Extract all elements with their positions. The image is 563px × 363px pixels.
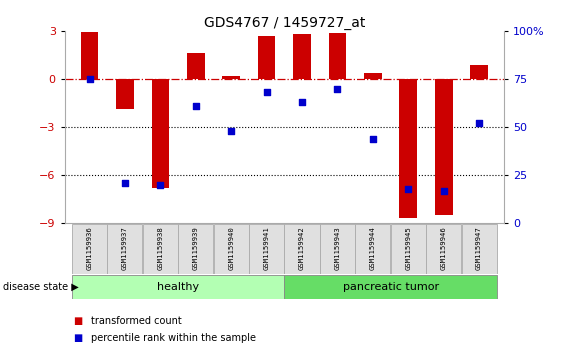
Text: transformed count: transformed count bbox=[91, 316, 182, 326]
Text: GSM1159939: GSM1159939 bbox=[193, 226, 199, 269]
Text: disease state ▶: disease state ▶ bbox=[3, 282, 79, 292]
Text: percentile rank within the sample: percentile rank within the sample bbox=[91, 333, 256, 343]
Text: GSM1159947: GSM1159947 bbox=[476, 226, 482, 269]
Point bbox=[156, 182, 165, 188]
Bar bbox=[329, 33, 346, 79]
Text: ■: ■ bbox=[73, 333, 82, 343]
FancyBboxPatch shape bbox=[462, 224, 497, 274]
Bar bbox=[116, 79, 134, 109]
Bar bbox=[470, 65, 488, 79]
FancyBboxPatch shape bbox=[108, 224, 142, 274]
FancyBboxPatch shape bbox=[284, 224, 320, 274]
Text: GSM1159937: GSM1159937 bbox=[122, 226, 128, 269]
FancyBboxPatch shape bbox=[72, 274, 284, 299]
Text: GSM1159938: GSM1159938 bbox=[158, 226, 163, 269]
Bar bbox=[187, 53, 204, 79]
Bar bbox=[399, 79, 417, 219]
Point bbox=[297, 99, 306, 105]
FancyBboxPatch shape bbox=[249, 224, 284, 274]
Text: healthy: healthy bbox=[157, 282, 199, 292]
Bar bbox=[222, 76, 240, 79]
Point bbox=[120, 180, 129, 186]
FancyBboxPatch shape bbox=[391, 224, 426, 274]
Point bbox=[191, 103, 200, 109]
Text: GSM1159944: GSM1159944 bbox=[370, 226, 376, 269]
Bar bbox=[435, 79, 453, 215]
FancyBboxPatch shape bbox=[320, 224, 355, 274]
Point bbox=[333, 86, 342, 91]
Text: pancreatic tumor: pancreatic tumor bbox=[343, 282, 439, 292]
Text: GSM1159940: GSM1159940 bbox=[228, 226, 234, 269]
Text: GSM1159946: GSM1159946 bbox=[441, 226, 446, 269]
FancyBboxPatch shape bbox=[426, 224, 461, 274]
FancyBboxPatch shape bbox=[178, 224, 213, 274]
Point bbox=[368, 136, 377, 142]
Bar bbox=[293, 34, 311, 79]
Text: GSM1159945: GSM1159945 bbox=[405, 226, 411, 269]
Point bbox=[262, 90, 271, 95]
FancyBboxPatch shape bbox=[143, 224, 178, 274]
Point bbox=[85, 76, 94, 82]
Point bbox=[475, 120, 484, 126]
FancyBboxPatch shape bbox=[214, 224, 249, 274]
Bar bbox=[151, 79, 169, 188]
FancyBboxPatch shape bbox=[72, 224, 107, 274]
Text: ■: ■ bbox=[73, 316, 82, 326]
Title: GDS4767 / 1459727_at: GDS4767 / 1459727_at bbox=[204, 16, 365, 30]
Point bbox=[227, 128, 236, 134]
FancyBboxPatch shape bbox=[284, 274, 497, 299]
Point bbox=[439, 188, 448, 193]
Bar bbox=[81, 32, 99, 79]
Text: GSM1159936: GSM1159936 bbox=[87, 226, 92, 269]
Text: GSM1159942: GSM1159942 bbox=[299, 226, 305, 269]
Text: GSM1159943: GSM1159943 bbox=[334, 226, 341, 269]
Point bbox=[404, 186, 413, 192]
Bar bbox=[258, 36, 275, 79]
Bar bbox=[364, 73, 382, 79]
FancyBboxPatch shape bbox=[355, 224, 390, 274]
Text: GSM1159941: GSM1159941 bbox=[263, 226, 270, 269]
